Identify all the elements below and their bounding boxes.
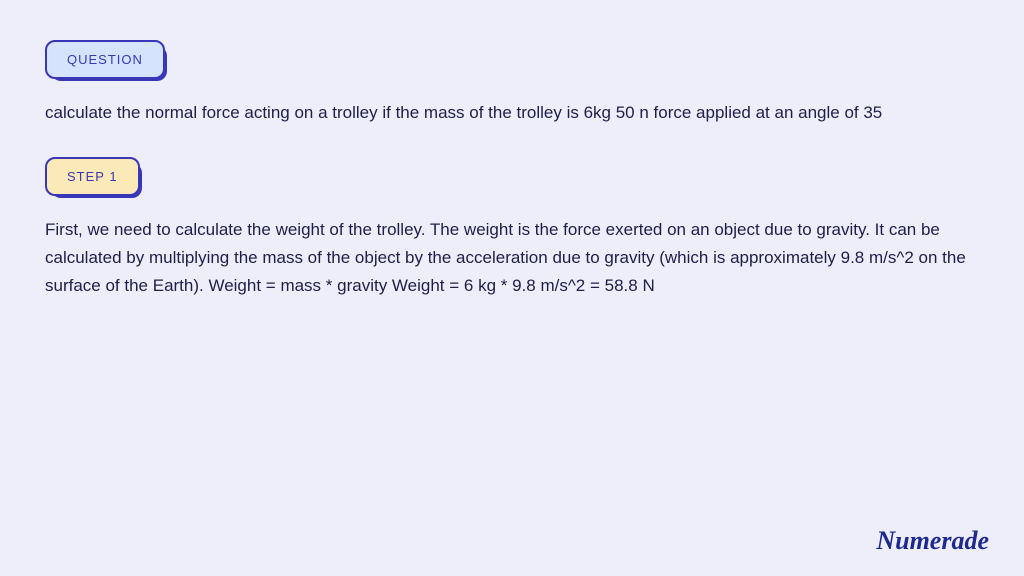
step1-badge: STEP 1 <box>45 157 140 196</box>
step1-text: First, we need to calculate the weight o… <box>45 216 979 300</box>
brand-logo: Numerade <box>876 526 989 556</box>
question-text: calculate the normal force acting on a t… <box>45 99 979 127</box>
question-badge-label: QUESTION <box>67 52 143 67</box>
question-section: QUESTION calculate the normal force acti… <box>45 40 979 127</box>
step1-section: STEP 1 First, we need to calculate the w… <box>45 157 979 300</box>
question-badge: QUESTION <box>45 40 165 79</box>
step1-badge-label: STEP 1 <box>67 169 118 184</box>
